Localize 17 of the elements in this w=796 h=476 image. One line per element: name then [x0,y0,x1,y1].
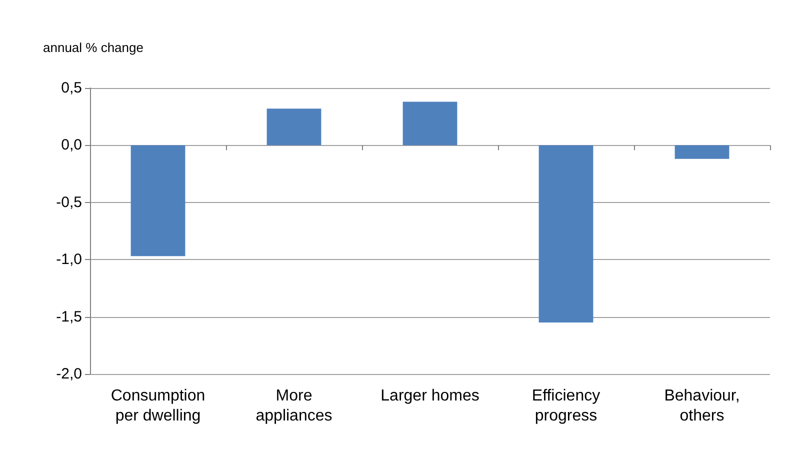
y-tick-label: 0,0 [61,136,82,154]
bar [538,145,594,323]
x-tick-label: Larger homes [380,388,480,404]
bar [266,108,322,146]
y-tick-label: 0,5 [61,80,82,96]
x-tick-label: Behaviour, others [664,388,740,424]
bar [674,145,730,159]
y-tick-label: -0,5 [56,194,82,211]
y-tick-label: -1,0 [56,251,82,268]
y-tick-label: -1,5 [56,308,82,326]
bar [130,145,186,256]
y-tick-label: -2,0 [56,366,82,382]
x-tick-label: More appliances [256,388,332,424]
x-tick-label: Efficiency progress [532,388,600,424]
y-axis-title: annual % change [43,40,144,55]
bar [402,102,458,146]
x-tick-label: Consumption per dwelling [110,388,206,424]
